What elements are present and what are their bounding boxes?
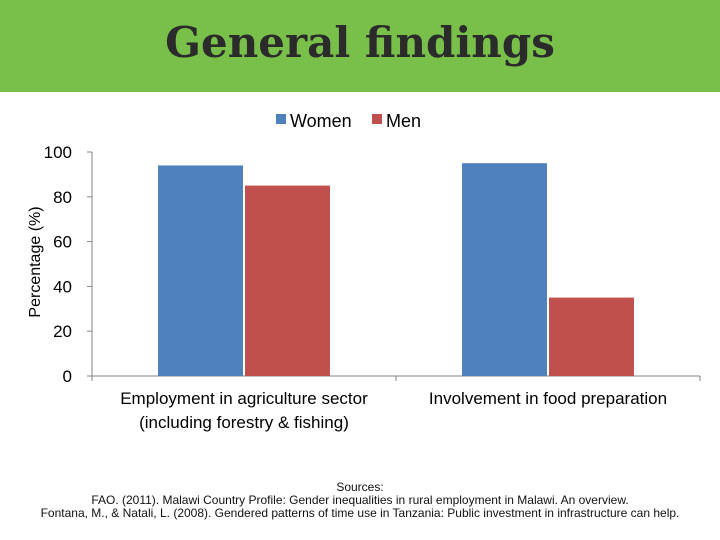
category-label-1-line-1: Employment in agriculture sector bbox=[120, 389, 368, 408]
bar-men-2 bbox=[549, 297, 634, 376]
slide-title: General findings bbox=[165, 18, 555, 67]
y-axis-label: Percentage (%) bbox=[27, 206, 44, 317]
source-citation-2: Fontana, M., & Natali, L. (2008). Gender… bbox=[40, 506, 680, 520]
y-tick-label: 80 bbox=[53, 188, 72, 207]
category-label-2-line-1: Involvement in food preparation bbox=[429, 389, 667, 408]
bars bbox=[158, 163, 634, 376]
legend-label-2: Men bbox=[386, 111, 421, 131]
y-tick-label: 0 bbox=[63, 367, 72, 386]
y-axis: 0 20 40 60 80 100 bbox=[44, 143, 93, 386]
y-tick-label: 40 bbox=[53, 277, 72, 296]
sources-heading: Sources: bbox=[336, 480, 384, 494]
title-banner: General findings bbox=[0, 0, 720, 92]
bar-men-1 bbox=[245, 185, 330, 376]
y-tick-label: 60 bbox=[53, 233, 72, 252]
sources-block: Sources: FAO. (2011). Malawi Country Pro… bbox=[0, 481, 720, 520]
y-tick-label: 20 bbox=[53, 322, 72, 341]
legend-swatch-1 bbox=[276, 114, 286, 124]
chart-svg: Women Men Percentage (%) 0 20 40 60 80 100 Emp… bbox=[27, 111, 701, 432]
bar-women-2 bbox=[462, 163, 547, 376]
legend-label-1: Women bbox=[290, 111, 352, 131]
bar-women-1 bbox=[158, 165, 243, 376]
category-labels: Employment in agriculture sector (includi… bbox=[120, 389, 667, 432]
source-citation-1: FAO. (2011). Malawi Country Profile: Gen… bbox=[91, 493, 629, 507]
y-tick-label: 100 bbox=[44, 143, 72, 162]
bar-chart: Women Men Percentage (%) 0 20 40 60 80 100 Emp… bbox=[0, 92, 720, 452]
category-label-1-line-2: (including forestry & fishing) bbox=[139, 413, 349, 432]
legend-swatch-2 bbox=[372, 114, 382, 124]
x-axis bbox=[91, 375, 701, 381]
legend: Women Men bbox=[276, 111, 421, 131]
